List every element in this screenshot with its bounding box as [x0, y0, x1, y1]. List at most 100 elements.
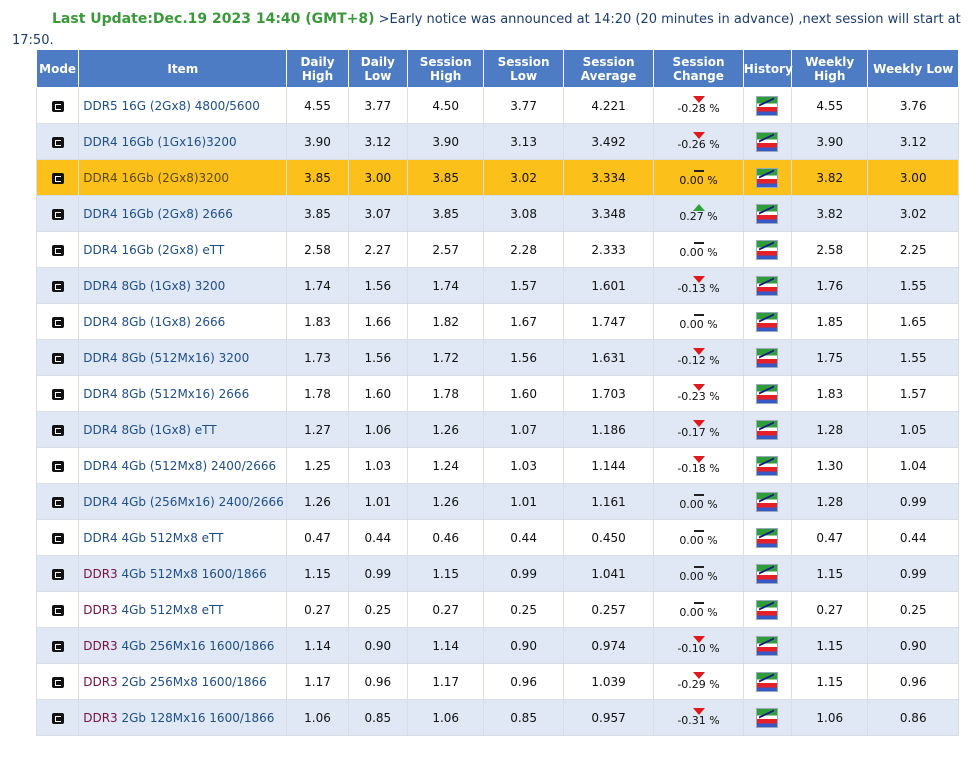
mode-icon[interactable]	[51, 496, 64, 508]
item-cell[interactable]: DDR4 16Gb (2Gx8) 2666	[78, 195, 288, 232]
history-chart-icon[interactable]	[756, 167, 779, 188]
item-cell[interactable]: DDR4 8Gb (512Mx16) 2666	[78, 375, 288, 412]
mode-icon[interactable]	[51, 244, 64, 256]
item-name-link[interactable]: DDR4 16Gb (1Gx16)3200	[83, 134, 237, 149]
item-name-link[interactable]: 4Gb 512Mx8 eTT	[117, 602, 224, 617]
item-name-link[interactable]: DDR4 8Gb (1Gx8) 3200	[83, 278, 226, 293]
history-chart-icon[interactable]	[756, 95, 779, 116]
item-cell[interactable]: DDR4 16Gb (2Gx8)3200	[78, 159, 288, 196]
item-cell[interactable]: DDR3 4Gb 512Mx8 eTT	[78, 591, 288, 628]
mode-icon[interactable]	[51, 424, 64, 436]
item-name-link[interactable]: 4Gb 512Mx8 1600/1866	[117, 566, 267, 581]
mode-icon[interactable]	[51, 352, 64, 364]
mode-cell[interactable]	[35, 519, 80, 556]
item-name-link[interactable]: DDR4 4Gb (512Mx8) 2400/2666	[83, 458, 277, 473]
mode-cell[interactable]	[35, 447, 80, 484]
history-cell[interactable]	[742, 375, 793, 412]
mode-icon[interactable]	[51, 604, 64, 616]
item-cell[interactable]: DDR4 8Gb (512Mx16) 3200	[78, 339, 288, 376]
mode-cell[interactable]	[35, 375, 80, 412]
history-chart-icon[interactable]	[756, 527, 779, 548]
mode-icon[interactable]	[51, 136, 64, 148]
history-chart-icon[interactable]	[756, 563, 779, 584]
item-name-link[interactable]: DDR4 16Gb (2Gx8) 2666	[83, 206, 233, 221]
history-cell[interactable]	[742, 231, 793, 268]
item-cell[interactable]: DDR4 4Gb (512Mx8) 2400/2666	[78, 447, 288, 484]
history-cell[interactable]	[742, 159, 793, 196]
history-cell[interactable]	[742, 555, 793, 592]
item-cell[interactable]: DDR4 8Gb (1Gx8) 2666	[78, 303, 288, 340]
history-cell[interactable]	[742, 627, 793, 664]
mode-icon[interactable]	[51, 280, 64, 292]
history-chart-icon[interactable]	[756, 455, 779, 476]
history-chart-icon[interactable]	[756, 347, 779, 368]
history-chart-icon[interactable]	[756, 203, 779, 224]
item-cell[interactable]: DDR3 4Gb 256Mx16 1600/1866	[78, 627, 288, 664]
mode-icon[interactable]	[51, 460, 64, 472]
item-prefix[interactable]: DDR3	[83, 602, 118, 617]
item-cell[interactable]: DDR4 4Gb (256Mx16) 2400/2666	[78, 483, 288, 520]
history-chart-icon[interactable]	[756, 275, 779, 296]
item-name-link[interactable]: 2Gb 128Mx16 1600/1866	[117, 710, 275, 725]
history-chart-icon[interactable]	[756, 491, 779, 512]
item-name-link[interactable]: DDR4 16Gb (2Gx8) eTT	[83, 242, 225, 257]
mode-cell[interactable]	[35, 627, 80, 664]
mode-cell[interactable]	[35, 699, 80, 736]
history-cell[interactable]	[742, 447, 793, 484]
item-prefix[interactable]: DDR3	[83, 710, 118, 725]
item-prefix[interactable]: DDR3	[83, 638, 118, 653]
item-cell[interactable]: DDR3 2Gb 128Mx16 1600/1866	[78, 699, 288, 736]
item-name-link[interactable]: DDR4 8Gb (1Gx8) eTT	[83, 422, 217, 437]
mode-icon[interactable]	[51, 388, 64, 400]
history-cell[interactable]	[742, 339, 793, 376]
history-chart-icon[interactable]	[756, 419, 779, 440]
item-cell[interactable]: DDR4 16Gb (1Gx16)3200	[78, 123, 288, 160]
item-cell[interactable]: DDR5 16G (2Gx8) 4800/5600	[78, 87, 288, 124]
mode-icon[interactable]	[51, 316, 64, 328]
item-name-link[interactable]: DDR4 8Gb (1Gx8) 2666	[83, 314, 226, 329]
history-chart-icon[interactable]	[756, 383, 779, 404]
mode-cell[interactable]	[35, 411, 80, 448]
history-cell[interactable]	[742, 591, 793, 628]
history-cell[interactable]	[742, 519, 793, 556]
item-cell[interactable]: DDR3 4Gb 512Mx8 1600/1866	[78, 555, 288, 592]
item-name-link[interactable]: DDR4 8Gb (512Mx16) 3200	[83, 350, 250, 365]
mode-icon[interactable]	[51, 100, 64, 112]
mode-cell[interactable]	[35, 123, 80, 160]
history-cell[interactable]	[742, 303, 793, 340]
history-cell[interactable]	[742, 123, 793, 160]
item-cell[interactable]: DDR4 8Gb (1Gx8) 3200	[78, 267, 288, 304]
item-name-link[interactable]: DDR5 16G (2Gx8) 4800/5600	[83, 98, 260, 113]
item-name-link[interactable]: DDR4 4Gb (256Mx16) 2400/2666	[83, 494, 284, 509]
history-cell[interactable]	[742, 87, 793, 124]
item-prefix[interactable]: DDR3	[83, 566, 118, 581]
mode-icon[interactable]	[51, 640, 64, 652]
mode-icon[interactable]	[51, 172, 64, 184]
history-chart-icon[interactable]	[756, 239, 779, 260]
history-cell[interactable]	[742, 663, 793, 700]
item-cell[interactable]: DDR4 4Gb 512Mx8 eTT	[78, 519, 288, 556]
mode-cell[interactable]	[35, 159, 80, 196]
item-cell[interactable]: DDR4 16Gb (2Gx8) eTT	[78, 231, 288, 268]
item-name-link[interactable]: 4Gb 256Mx16 1600/1866	[117, 638, 275, 653]
mode-cell[interactable]	[35, 195, 80, 232]
history-cell[interactable]	[742, 195, 793, 232]
history-cell[interactable]	[742, 411, 793, 448]
history-chart-icon[interactable]	[756, 671, 779, 692]
mode-cell[interactable]	[35, 303, 80, 340]
history-chart-icon[interactable]	[756, 707, 779, 728]
mode-cell[interactable]	[35, 663, 80, 700]
history-cell[interactable]	[742, 267, 793, 304]
mode-icon[interactable]	[51, 568, 64, 580]
item-prefix[interactable]: DDR3	[83, 674, 118, 689]
history-chart-icon[interactable]	[756, 131, 779, 152]
item-cell[interactable]: DDR4 8Gb (1Gx8) eTT	[78, 411, 288, 448]
mode-cell[interactable]	[35, 483, 80, 520]
mode-icon[interactable]	[51, 676, 64, 688]
mode-cell[interactable]	[35, 231, 80, 268]
item-name-link[interactable]: DDR4 16Gb (2Gx8)3200	[83, 170, 230, 185]
item-name-link[interactable]: DDR4 4Gb 512Mx8 eTT	[83, 530, 224, 545]
item-name-link[interactable]: DDR4 8Gb (512Mx16) 2666	[83, 386, 250, 401]
item-name-link[interactable]: 2Gb 256Mx8 1600/1866	[117, 674, 267, 689]
history-cell[interactable]	[742, 699, 793, 736]
